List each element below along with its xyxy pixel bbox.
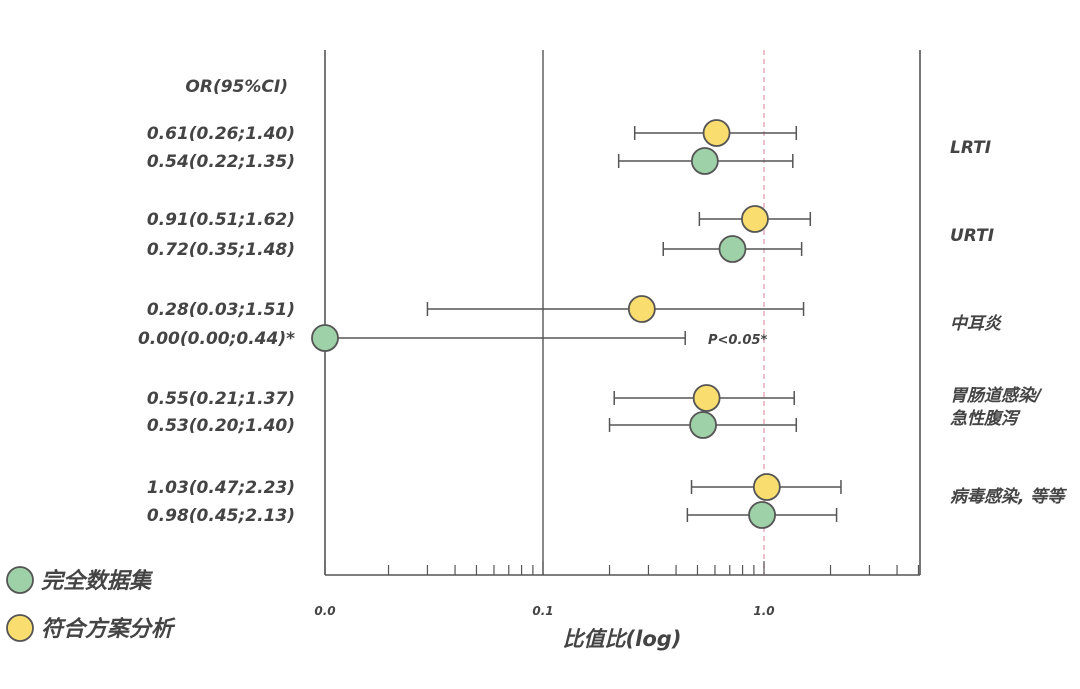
or-ci-text: 0.00(0.00;0.44)* bbox=[138, 329, 295, 349]
or-ci-header: OR(95%CI) bbox=[185, 77, 288, 97]
significance-annotation: P<0.05* bbox=[708, 333, 767, 348]
or-point bbox=[689, 411, 717, 439]
or-ci-text: 0.28(0.03;1.51) bbox=[147, 300, 295, 320]
category-label: 中耳炎 bbox=[950, 314, 1003, 334]
or-point bbox=[702, 119, 731, 147]
x-axis-ticks: 0.0 0.1 1.0 bbox=[314, 561, 920, 618]
or-point bbox=[718, 235, 747, 263]
or-ci-text: 0.98(0.45;2.13) bbox=[147, 506, 295, 526]
or-point bbox=[690, 147, 719, 175]
or-ci-text: 0.53(0.20;1.40) bbox=[147, 416, 295, 436]
x-tick-label: 0.0 bbox=[314, 604, 335, 618]
or-ci-text: 0.72(0.35;1.48) bbox=[147, 240, 295, 260]
legend-label: 符合方案分析 bbox=[41, 616, 176, 642]
or-point bbox=[741, 205, 769, 233]
or-ci-text: 0.91(0.51;1.62) bbox=[147, 210, 295, 230]
or-point bbox=[627, 295, 656, 323]
forest-rows: LRTI 0.61(0.26;1.40) 0.54(0.22;1.35) URTI 0.… bbox=[138, 119, 1067, 529]
category-label: 急性腹泻 bbox=[950, 409, 1021, 429]
legend-marker bbox=[6, 614, 34, 642]
or-point bbox=[692, 384, 721, 412]
or-ci-text: 0.61(0.26;1.40) bbox=[147, 124, 295, 144]
or-point bbox=[311, 324, 339, 352]
category-label: 病毒感染, 等等 bbox=[950, 487, 1067, 507]
or-point bbox=[748, 501, 776, 529]
or-point bbox=[752, 473, 781, 501]
or-ci-text: 1.03(0.47;2.23) bbox=[147, 478, 295, 498]
x-axis-title: 比值比(log) bbox=[563, 627, 682, 651]
x-tick-label: 0.1 bbox=[532, 604, 553, 618]
plot-frame bbox=[324, 50, 921, 576]
category-label: 胃肠道感染/ bbox=[950, 386, 1043, 406]
text-labels: OR(95%CI) 比值比(log) P<0.05* bbox=[185, 77, 767, 651]
legend-marker bbox=[6, 566, 34, 594]
x-tick-label: 1.0 bbox=[753, 604, 774, 618]
legend-label: 完全数据集 bbox=[41, 568, 154, 594]
or-ci-text: 0.54(0.22;1.35) bbox=[147, 152, 295, 172]
or-ci-text: 0.55(0.21;1.37) bbox=[147, 389, 295, 409]
category-label: LRTI bbox=[950, 138, 991, 158]
category-label: URTI bbox=[950, 226, 994, 246]
